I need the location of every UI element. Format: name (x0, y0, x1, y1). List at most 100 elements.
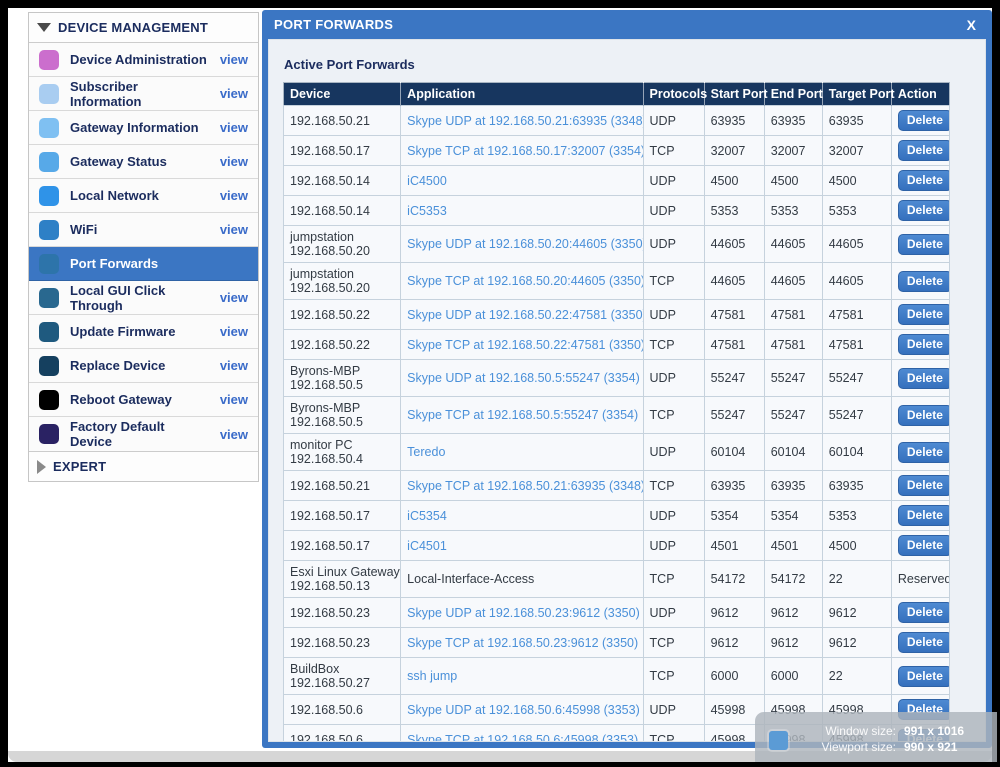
device-cell: 192.168.50.14 (282, 195, 402, 226)
application-link[interactable]: Skype UDP at 192.168.50.21:63935 (3348) (407, 113, 644, 128)
application-link[interactable]: iC5353 (407, 203, 447, 218)
application-cell: Skype UDP at 192.168.50.20:44605 (3350) (400, 225, 644, 263)
application-link[interactable]: Skype TCP at 192.168.50.17:32007 (3354) (407, 143, 644, 158)
sidebar-item-subscriber-information[interactable]: Subscriber Information view (29, 77, 258, 111)
device-cell: 192.168.50.6 (282, 694, 402, 725)
browser-page: DEVICE MANAGEMENT Device Administration … (8, 8, 992, 762)
application-link[interactable]: Skype TCP at 192.168.50.23:9612 (3350) (407, 635, 639, 650)
view-link[interactable]: view (219, 188, 248, 203)
application-link[interactable]: Skype TCP at 192.168.50.6:45998 (3353) (407, 732, 639, 742)
sidebar-item-replace-device[interactable]: Replace Device view (29, 349, 258, 383)
view-link[interactable]: view (219, 358, 248, 373)
action-cell: Delete (890, 195, 951, 226)
delete-button[interactable]: Delete (897, 475, 949, 496)
start-port-cell: 5353 (703, 195, 765, 226)
action-cell: Delete (890, 135, 951, 166)
delete-button[interactable]: Delete (897, 404, 949, 426)
sidebar-item-label: Reboot Gateway (70, 392, 172, 407)
delete-button[interactable]: Delete (897, 304, 949, 325)
sidebar-item-local-gui-click-through[interactable]: Local GUI Click Through view (29, 281, 258, 315)
device-cell: 192.168.50.22 (282, 329, 402, 360)
delete-button[interactable]: Delete (897, 535, 949, 556)
application-link[interactable]: iC5354 (407, 508, 447, 523)
view-link[interactable]: view (219, 426, 248, 442)
start-port-cell: 47581 (703, 299, 765, 330)
delete-button[interactable]: Delete (897, 170, 949, 191)
application-link[interactable]: Skype UDP at 192.168.50.23:9612 (3350) (407, 605, 640, 620)
view-link[interactable]: view (219, 154, 248, 169)
viewport-size-label: Viewport size: (821, 740, 896, 754)
delete-button[interactable]: Delete (897, 441, 949, 463)
category-color-chip (39, 389, 59, 410)
end-port-cell: 9612 (763, 627, 823, 658)
delete-button[interactable]: Delete (897, 140, 949, 161)
application-link[interactable]: Skype UDP at 192.168.50.5:55247 (3354) (407, 371, 640, 385)
sidebar-item-gateway-information[interactable]: Gateway Information view (29, 111, 258, 145)
view-link[interactable]: view (219, 290, 248, 305)
delete-button[interactable]: Delete (897, 334, 949, 355)
view-link[interactable]: view (219, 392, 248, 407)
delete-button[interactable]: Delete (897, 632, 949, 653)
application-link[interactable]: iC4500 (407, 173, 447, 188)
delete-button[interactable]: Delete (897, 602, 949, 623)
port-forwards-panel: PORT FORWARDS X Active Port Forwards Dev… (262, 10, 992, 748)
sidebar-header-label: DEVICE MANAGEMENT (58, 20, 209, 35)
application-link[interactable]: Skype UDP at 192.168.50.6:45998 (3353) (407, 702, 640, 717)
view-link[interactable]: view (219, 324, 248, 339)
sidebar-header-device-management[interactable]: DEVICE MANAGEMENT (29, 13, 258, 43)
sidebar-item-wifi[interactable]: WiFi view (29, 213, 258, 247)
delete-button[interactable]: Delete (897, 233, 949, 255)
application-link[interactable]: ssh jump (407, 669, 458, 683)
view-link[interactable]: view (219, 86, 248, 101)
action-cell: Delete (890, 225, 951, 263)
sidebar-item-port-forwards[interactable]: Port Forwards (29, 247, 258, 281)
view-link[interactable]: view (219, 52, 248, 67)
protocol-cell: UDP (642, 597, 705, 628)
end-port-cell: 4501 (763, 530, 823, 561)
delete-button[interactable]: Delete (897, 505, 949, 526)
sidebar-item-update-firmware[interactable]: Update Firmware view (29, 315, 258, 349)
device-name-line: 192.168.50.22 (290, 307, 370, 322)
delete-button[interactable]: Delete (897, 270, 949, 292)
application-link[interactable]: iC4501 (407, 538, 447, 553)
sidebar-item-label: Port Forwards (70, 256, 159, 271)
application-link[interactable]: Skype TCP at 192.168.50.5:55247 (3354) (407, 408, 639, 422)
sidebar-item-device-administration[interactable]: Device Administration view (29, 43, 258, 77)
category-color-chip (39, 219, 59, 240)
application-link[interactable]: Teredo (407, 445, 446, 459)
application-cell: Skype UDP at 192.168.50.5:55247 (3354) (400, 359, 644, 397)
device-cell: 192.168.50.23 (282, 627, 402, 658)
application-link[interactable]: Skype TCP at 192.168.50.20:44605 (3350) (407, 274, 644, 288)
view-link[interactable]: view (219, 222, 248, 237)
protocol-cell: UDP (642, 165, 705, 196)
application-link[interactable]: Skype TCP at 192.168.50.22:47581 (3350) (407, 337, 644, 352)
column-header-action: Action (890, 82, 950, 106)
start-port-cell: 4500 (703, 165, 765, 196)
application-link[interactable]: Skype UDP at 192.168.50.22:47581 (3350) (407, 307, 644, 322)
delete-button[interactable]: Delete (897, 665, 949, 687)
action-cell: Delete (890, 359, 951, 397)
sidebar-item-label: Device Administration (70, 52, 207, 67)
delete-button[interactable]: Delete (897, 110, 949, 131)
delete-button[interactable]: Delete (897, 200, 949, 221)
view-link[interactable]: view (219, 120, 248, 135)
close-icon[interactable]: X (966, 16, 976, 33)
device-name-line: 192.168.50.17 (290, 538, 370, 553)
protocol-cell: TCP (642, 470, 705, 501)
sidebar-item-reboot-gateway[interactable]: Reboot Gateway view (29, 383, 258, 417)
sidebar-item-expert[interactable]: EXPERT (29, 451, 258, 481)
device-name-line: 192.168.50.17 (290, 143, 370, 158)
target-port-cell: 63935 (821, 105, 892, 136)
sidebar-item-factory-default-device[interactable]: Factory Default Device view (29, 417, 258, 451)
end-port-cell: 47581 (763, 329, 823, 360)
resize-extension-icon (769, 730, 788, 750)
application-link[interactable]: Skype UDP at 192.168.50.20:44605 (3350) (407, 237, 644, 251)
device-cell: jumpstation 192.168.50.20 (282, 225, 402, 263)
sidebar-item-local-network[interactable]: Local Network view (29, 179, 258, 213)
sidebar-item-gateway-status[interactable]: Gateway Status view (29, 145, 258, 179)
delete-button[interactable]: Delete (897, 367, 949, 389)
table-row: 192.168.50.17 iC4501 UDP 4501 4501 4500 … (282, 530, 951, 561)
start-port-cell: 55247 (703, 359, 765, 397)
category-color-chip (39, 151, 59, 172)
application-link[interactable]: Skype TCP at 192.168.50.21:63935 (3348) (407, 478, 644, 493)
